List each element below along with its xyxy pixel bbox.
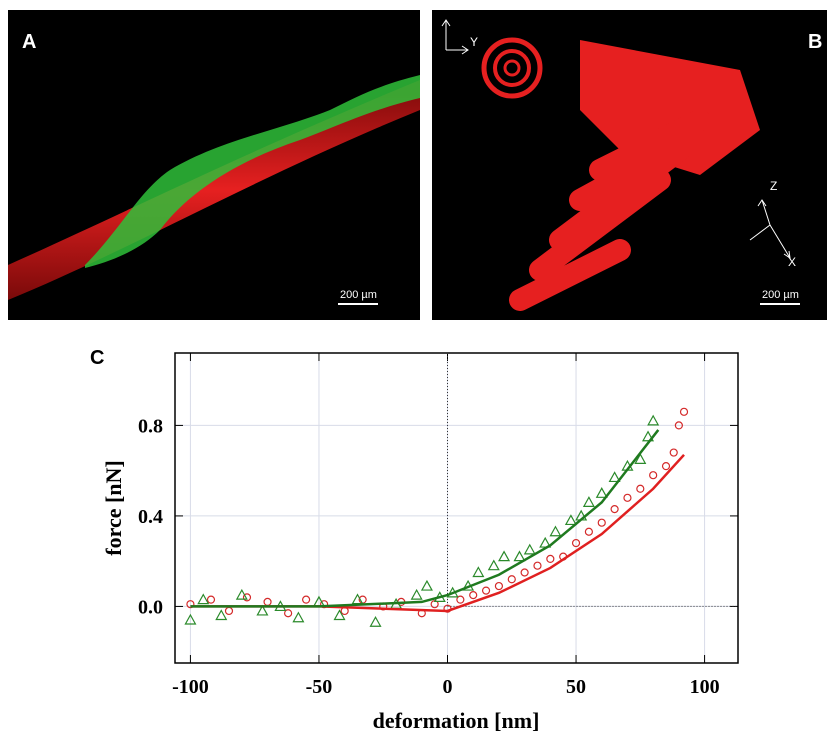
x-tick-label: 100 [690,676,720,698]
data-point [224,606,234,616]
data-point [256,604,269,616]
data-point [661,462,671,471]
data-point [546,554,555,564]
plot: -100 -50 0 50 100 0.0 0.4 0.8 [138,352,739,698]
data-point [584,527,593,536]
y-tick-label: 0.0 [138,596,163,618]
panel-label: C [90,347,104,369]
data-point [487,559,500,571]
y-tick-label: 0.4 [138,506,163,528]
data-point [649,471,658,480]
panel-label: A [22,31,36,53]
data-point [197,593,210,605]
data-point [284,609,293,618]
data-point [595,487,608,498]
data-point [206,595,216,604]
axis-label: X [788,255,796,269]
fit-line [190,453,685,613]
y-tick-label: 0.8 [138,415,163,437]
data-point [456,595,465,604]
panel-label: B [808,31,822,53]
data-point [472,566,485,578]
data-point [263,597,272,607]
scale-bar-label: 200 µm [762,289,799,301]
data-point [610,505,619,514]
data-point [623,493,632,502]
data-point [636,484,645,493]
x-tick-label: 50 [566,676,586,698]
data-point [469,591,478,600]
data-point [642,430,655,442]
data-point [608,471,621,483]
x-tick-label: -100 [172,676,209,698]
data-point [674,421,683,430]
data-point [369,616,382,627]
data-point [564,514,577,526]
data-point [507,575,516,584]
x-tick-label: 0 [443,676,453,698]
data-point [235,588,248,600]
axis-label: Y [470,35,478,49]
data-point [597,518,606,527]
data-point [481,586,491,595]
data-point [302,595,311,604]
data-point [184,613,197,625]
data-point [533,561,542,570]
axis-label: Z [770,179,777,193]
scale-bar-label: 200 µm [340,289,377,301]
data-point [494,581,504,591]
data-point [292,611,305,623]
data-point [571,538,581,548]
plot-frame [174,352,739,664]
data-point [410,588,423,600]
data-point [215,609,228,621]
data-point [498,550,511,562]
data-point [647,414,660,426]
data-point [520,568,529,577]
panel-b: B Y Z X 200 µm [432,10,827,320]
data-point [634,453,647,464]
data-point [242,593,252,602]
data-point [420,579,433,591]
data-point [513,550,526,562]
x-tick-label: -50 [306,676,333,698]
x-axis-label: deformation [nm] [373,708,540,733]
data-point [523,543,536,555]
data-point [679,407,689,416]
y-axis-label: force [nN] [101,460,126,556]
fit-line [190,429,660,608]
data-point [582,496,595,507]
panel-a: A 200 µm [8,10,420,320]
data-point [333,609,346,621]
data-point [549,525,562,537]
data-point [669,448,678,457]
